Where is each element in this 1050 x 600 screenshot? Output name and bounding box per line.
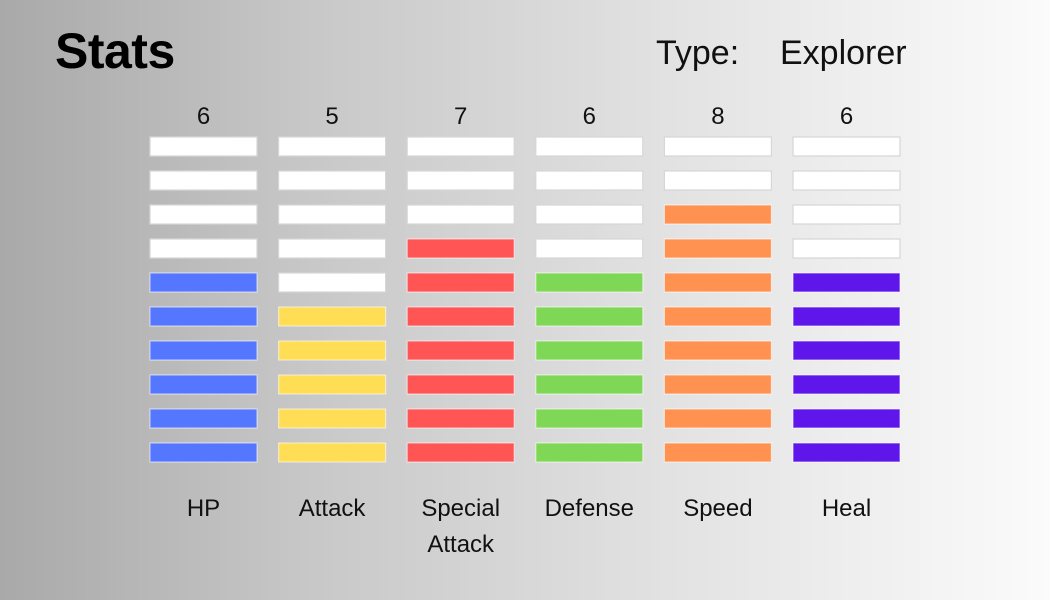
stat-segment-attack-5-filled xyxy=(278,306,387,327)
stat-segment-speed-4-filled xyxy=(663,340,773,361)
stat-segment-attack-9-empty xyxy=(278,170,387,191)
stat-segment-attack-1-filled xyxy=(278,442,387,463)
stat-segment-special-attack-5-filled xyxy=(406,306,515,327)
stat-segment-heal-3-filled xyxy=(792,374,901,395)
stat-segment-hp-5-filled xyxy=(149,306,258,327)
stat-segment-special-attack-4-filled xyxy=(406,340,515,361)
stat-segment-hp-10-empty xyxy=(149,136,258,157)
stat-value-attack: 5 xyxy=(325,103,338,130)
stat-label-special-attack: Special xyxy=(421,495,500,522)
stat-segment-attack-6-empty xyxy=(278,272,387,293)
stat-segment-speed-9-empty xyxy=(663,170,773,191)
page-title: Stats xyxy=(55,23,175,79)
stat-segment-speed-6-filled xyxy=(663,272,773,293)
stat-value-special-attack: 7 xyxy=(454,103,467,130)
stat-segment-defense-4-filled xyxy=(535,340,644,361)
stat-segment-defense-6-filled xyxy=(535,272,644,293)
stat-segment-defense-10-empty xyxy=(535,136,644,157)
stat-segment-special-attack-9-empty xyxy=(406,170,515,191)
stat-segment-hp-3-filled xyxy=(149,374,258,395)
stat-segment-special-attack-3-filled xyxy=(406,374,515,395)
stat-segment-heal-2-filled xyxy=(792,408,901,429)
stat-segment-heal-9-empty xyxy=(792,170,901,191)
stat-label-hp: HP xyxy=(187,495,220,522)
stat-value-speed: 8 xyxy=(711,103,724,130)
stat-segment-heal-8-empty xyxy=(792,204,901,225)
stat-segment-special-attack-2-filled xyxy=(406,408,515,429)
stat-segment-special-attack-6-filled xyxy=(406,272,515,293)
stat-segment-hp-2-filled xyxy=(149,408,258,429)
stat-segment-attack-3-filled xyxy=(278,374,387,395)
stat-segment-heal-5-filled xyxy=(792,306,901,327)
stat-value-defense: 6 xyxy=(583,103,596,130)
stat-segment-hp-6-filled xyxy=(149,272,258,293)
stat-segment-hp-8-empty xyxy=(149,204,258,225)
stat-segment-hp-1-filled xyxy=(149,442,258,463)
stat-segment-speed-8-filled xyxy=(663,204,773,225)
stat-segment-speed-5-filled xyxy=(663,306,773,327)
stat-label-speed: Speed xyxy=(683,495,752,522)
stat-segment-defense-7-empty xyxy=(535,238,644,259)
stat-segment-attack-10-empty xyxy=(278,136,387,157)
stat-segment-attack-8-empty xyxy=(278,204,387,225)
stat-segment-heal-7-empty xyxy=(792,238,901,259)
stat-label-defense: Defense xyxy=(545,495,634,522)
stat-segment-heal-4-filled xyxy=(792,340,901,361)
type-value: Explorer xyxy=(780,34,907,72)
type-label: Type: xyxy=(656,34,740,72)
stat-segment-special-attack-7-filled xyxy=(406,238,515,259)
stat-segment-heal-1-filled xyxy=(792,442,901,463)
stat-segment-speed-2-filled xyxy=(663,408,773,429)
stat-segment-defense-8-empty xyxy=(535,204,644,225)
stat-segment-heal-10-empty xyxy=(792,136,901,157)
stat-segment-defense-2-filled xyxy=(535,408,644,429)
stat-segment-attack-7-empty xyxy=(278,238,387,259)
stat-segment-defense-9-empty xyxy=(535,170,644,191)
stat-segment-special-attack-8-empty xyxy=(406,204,515,225)
stat-segment-speed-10-empty xyxy=(663,136,773,157)
stat-segment-special-attack-10-empty xyxy=(406,136,515,157)
stat-label-special-attack: Attack xyxy=(427,531,495,558)
stat-value-hp: 6 xyxy=(197,103,210,130)
stat-segment-defense-5-filled xyxy=(535,306,644,327)
stat-segment-defense-3-filled xyxy=(535,374,644,395)
stat-segment-hp-9-empty xyxy=(149,170,258,191)
stat-segment-hp-4-filled xyxy=(149,340,258,361)
stat-segment-special-attack-1-filled xyxy=(406,442,515,463)
stat-segment-defense-1-filled xyxy=(535,442,644,463)
stat-segment-heal-6-filled xyxy=(792,272,901,293)
stat-segment-speed-7-filled xyxy=(663,238,773,259)
stat-label-attack: Attack xyxy=(299,495,367,522)
stat-segment-attack-2-filled xyxy=(278,408,387,429)
stat-segment-speed-1-filled xyxy=(663,442,773,463)
stat-segment-hp-7-empty xyxy=(149,238,258,259)
stat-segment-speed-3-filled xyxy=(663,374,773,395)
stat-segment-attack-4-filled xyxy=(278,340,387,361)
stat-label-heal: Heal xyxy=(822,495,871,522)
stat-value-heal: 6 xyxy=(840,103,853,130)
